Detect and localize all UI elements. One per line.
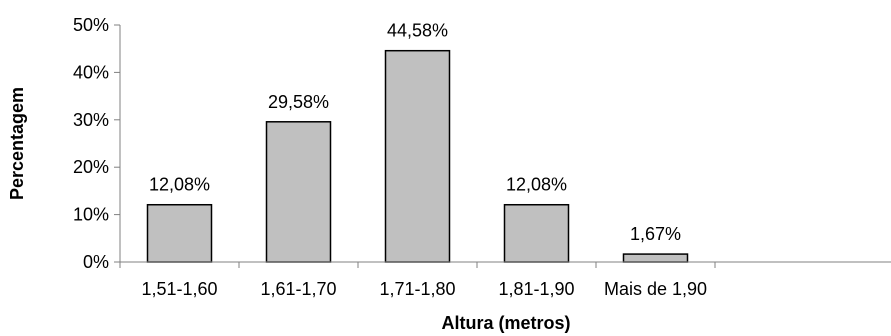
x-tick-label: 1,71-1,80 — [379, 279, 455, 299]
y-tick-label: 50% — [73, 15, 109, 35]
data-label: 1,67% — [630, 224, 681, 244]
x-axis-ticks: 1,51-1,60 1,61-1,70 1,71-1,80 1,81-1,90 Mais… — [119, 262, 716, 299]
y-tick-label: 30% — [73, 110, 109, 130]
bar — [503, 203, 570, 263]
data-labels: 12,08% 29,58% 44,58% 12,08% 1,67% — [149, 21, 681, 244]
data-label: 29,58% — [268, 92, 329, 112]
y-tick-label: 10% — [73, 205, 109, 225]
bar — [146, 203, 213, 263]
bar — [265, 121, 332, 263]
x-tick-label: 1,81-1,90 — [498, 279, 574, 299]
x-tick-label: 1,51-1,60 — [141, 279, 217, 299]
y-tick-label: 0% — [83, 252, 109, 272]
x-tick-label: Mais de 1,90 — [604, 279, 707, 299]
y-tick-label: 40% — [73, 62, 109, 82]
x-axis-title: Altura (metros) — [441, 313, 570, 333]
y-axis-title: Percentagem — [7, 87, 27, 200]
x-tick-label: 1,61-1,70 — [260, 279, 336, 299]
y-tick-label: 20% — [73, 157, 109, 177]
data-label: 44,58% — [387, 21, 448, 41]
bar — [622, 253, 689, 263]
data-label: 12,08% — [506, 175, 567, 195]
data-label: 12,08% — [149, 175, 210, 195]
y-axis-ticks: 0% 10% 20% 30% 40% 50% — [73, 15, 120, 272]
bar — [384, 49, 451, 263]
bars — [146, 49, 689, 263]
